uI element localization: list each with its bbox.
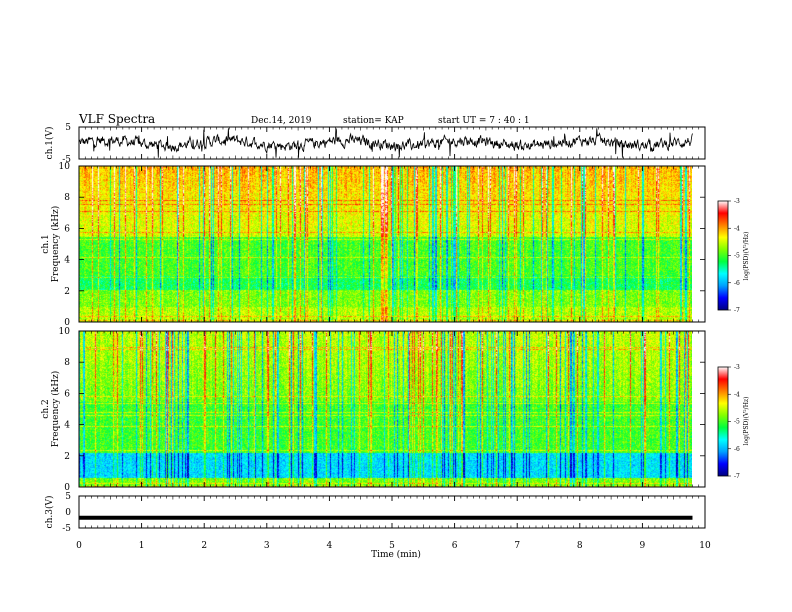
ch1-waveform-panel: 5 -5 ch.1(V) <box>44 123 706 165</box>
time-axis-label: Time (min) <box>371 549 421 560</box>
ch3-waveform-panel: 5 0 -5 ch.3(V) 0 1 2 3 4 5 6 7 8 9 10 Time (min) <box>44 492 711 560</box>
ch2-spectrogram-image <box>79 331 692 487</box>
station-label: station= KAP <box>343 116 404 126</box>
ch1-waveform-ylabel: ch.1(V) <box>44 127 55 160</box>
ch2-colorbar-gradient <box>717 366 729 477</box>
ch2-spectrogram-ylabel-frequency: Frequency (kHz) <box>50 371 61 448</box>
ch2-spectrogram-ytick-label: 2 <box>64 452 70 462</box>
ch2-colorbar-label: log(PSD)(V²/Hz) <box>743 397 750 446</box>
ch2-colorbar: -3 -4 -5 -6 -7 log(PSD)(V²/Hz) <box>717 364 750 480</box>
ch1-spectrogram-ylabel-channel: ch.1 <box>41 234 51 253</box>
time-axis-tick-label: 7 <box>514 541 520 551</box>
ch2-spectrogram-ylabel-channel: ch.2 <box>41 399 51 418</box>
ch1-ytick-bottom: -5 <box>62 155 71 165</box>
time-axis-tick-label: 8 <box>577 541 583 551</box>
ch1-spectrogram-ytick-label: 10 <box>59 162 71 172</box>
ch2-spectrogram-yticks: 0 2 4 6 8 10 <box>59 327 705 493</box>
time-axis-tick-label: 1 <box>139 541 145 551</box>
ch1-spectrogram-ytick-label: 0 <box>64 318 70 328</box>
ch1-spectrogram-ytick-label: 6 <box>64 224 70 234</box>
ch2-spectrogram-ytick-label: 0 <box>64 483 70 493</box>
ch3-ytick-middle: 0 <box>65 508 71 518</box>
ch1-colorbar-label: log(PSD)(V²/Hz) <box>743 232 750 281</box>
ch1-waveform-trace <box>79 128 693 158</box>
ch1-ytick-top: 5 <box>65 123 71 133</box>
ch3-waveform-ylabel: ch.3(V) <box>44 496 55 529</box>
time-axis-tick-label: 3 <box>264 541 270 551</box>
time-axis-tick-labels: 0 1 2 3 4 5 6 7 8 9 10 <box>76 541 711 551</box>
ch2-colorbar-tick-label: -7 <box>734 473 740 480</box>
time-axis-tick-label: 10 <box>699 541 711 551</box>
ch1-waveform-xticks <box>78 127 706 159</box>
ch1-colorbar-gradient <box>717 200 729 311</box>
ch1-colorbar-tick-label: -3 <box>734 198 740 205</box>
ch1-colorbar: -3 -4 -5 -6 -7 log(PSD)(V²/Hz) <box>717 198 750 314</box>
figure-title: VLF Spectra <box>78 112 155 126</box>
ch2-spectrogram-ytick-label: 6 <box>64 389 70 399</box>
ch1-spectrogram-image <box>79 166 692 322</box>
ch2-spectrogram-ytick-label: 4 <box>64 421 70 431</box>
ch1-spectrogram-ytick-label: 2 <box>64 287 70 297</box>
time-axis-tick-label: 6 <box>452 541 458 551</box>
time-axis-tick-label: 5 <box>389 541 395 551</box>
ch2-colorbar-tick-label: -6 <box>734 446 740 453</box>
time-axis-tick-label: 0 <box>76 541 82 551</box>
ch1-spectrogram-xticks <box>78 166 706 322</box>
ch1-spectrogram-yticks: 0 2 4 6 8 10 <box>59 162 705 328</box>
ch2-colorbar-tick-label: -5 <box>734 419 740 426</box>
ch1-spectrogram-ytick-label: 4 <box>64 256 70 266</box>
date-label: Dec.14, 2019 <box>251 116 312 126</box>
ch1-colorbar-tick-label: -6 <box>734 280 740 287</box>
ch2-colorbar-tick-label: -3 <box>734 364 740 371</box>
ch1-spectrogram-ytick-label: 8 <box>64 193 70 203</box>
ch1-colorbar-tick-label: -5 <box>734 253 740 260</box>
ch3-ytick-top: 5 <box>65 492 71 502</box>
ch1-colorbar-tick-label: -4 <box>734 225 740 232</box>
ch1-colorbar-ticks: -3 -4 -5 -6 -7 <box>728 198 740 314</box>
ch1-spectrogram-ylabel-frequency: Frequency (kHz) <box>50 206 61 283</box>
ch3-waveform-xticks <box>78 496 706 528</box>
ch2-colorbar-ticks: -3 -4 -5 -6 -7 <box>728 364 740 480</box>
ch2-spectrogram-ytick-label: 10 <box>59 327 71 337</box>
ch2-spectrogram-xticks <box>78 331 706 487</box>
time-axis-tick-label: 2 <box>201 541 207 551</box>
ch1-spectrogram-panel: 0 2 4 6 8 10 ch.1 Frequency (kHz) <box>41 162 706 328</box>
ch3-ytick-bottom: -5 <box>62 524 71 534</box>
ch1-colorbar-tick-label: -7 <box>734 307 740 314</box>
time-axis-tick-label: 4 <box>327 541 333 551</box>
ch2-spectrogram-ytick-label: 8 <box>64 358 70 368</box>
time-axis-tick-label: 9 <box>640 541 646 551</box>
ch2-spectrogram-panel: 0 2 4 6 8 10 ch.2 Frequency (kHz) <box>41 327 706 493</box>
start-time-label: start UT = 7 : 40 : 1 <box>438 116 530 126</box>
ch2-colorbar-tick-label: -4 <box>734 391 740 398</box>
